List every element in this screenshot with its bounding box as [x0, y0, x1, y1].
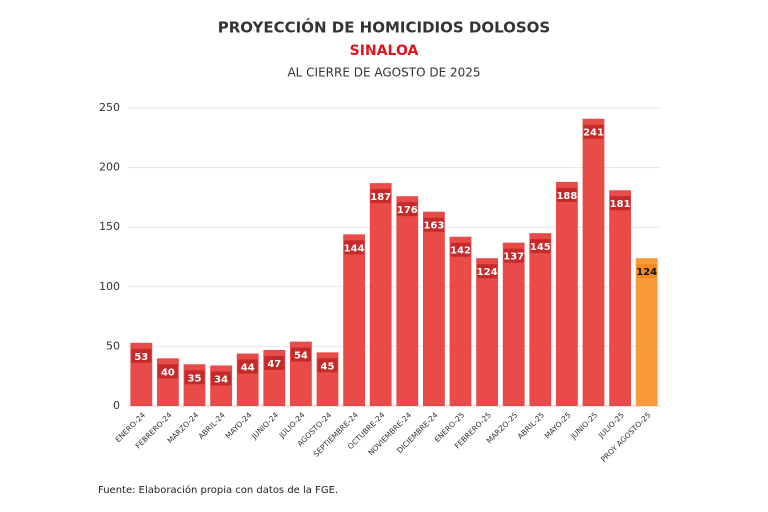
value-label: 163: [423, 221, 444, 232]
value-label: 144: [344, 243, 365, 254]
value-label-bg: [530, 239, 551, 254]
x-tick-label: MAYO-25: [543, 410, 573, 440]
value-label: 53: [134, 352, 148, 363]
bar: [529, 233, 552, 406]
value-label-bg: [450, 242, 471, 257]
value-label-bg: [583, 124, 604, 139]
bar: [582, 118, 605, 406]
y-tick-label: 0: [113, 399, 120, 412]
value-label-bg: [344, 240, 365, 255]
chart-subtitle: SINALOA: [350, 43, 419, 59]
x-tick-label: MAYO-24: [223, 410, 253, 440]
value-label-bg: [503, 248, 524, 263]
value-label-bg: [237, 359, 258, 374]
value-label: 47: [267, 359, 281, 370]
value-label-bg: [157, 364, 178, 379]
value-label-bg: [184, 370, 205, 385]
x-tick-label: ABRIL-25: [516, 410, 547, 441]
value-label: 34: [214, 374, 228, 385]
value-label-bg: [370, 189, 391, 204]
value-label: 176: [397, 205, 418, 216]
x-tick-label: PROY AGOSTO-25: [599, 410, 653, 464]
bar: [476, 258, 499, 406]
value-label-bg: [264, 355, 285, 370]
value-label: 145: [530, 242, 551, 253]
chart-subtitle: AL CIERRE DE AGOSTO DE 2025: [287, 66, 480, 80]
value-label: 124: [636, 267, 657, 278]
value-label-bg: [317, 358, 338, 373]
value-label: 137: [503, 252, 524, 263]
y-tick-label: 150: [99, 220, 120, 233]
value-label-bg: [397, 202, 418, 217]
value-label-bg: [131, 348, 152, 363]
bar: [502, 242, 525, 406]
value-label-bg: [211, 371, 232, 386]
bar: [555, 181, 578, 406]
bar: [396, 196, 419, 406]
x-tick-label: JUNIO-24: [249, 410, 280, 441]
bar: [635, 258, 658, 406]
value-label: 40: [161, 367, 175, 378]
bar: [449, 236, 472, 406]
value-label: 35: [188, 373, 202, 384]
value-label: 187: [370, 192, 391, 203]
bar: [369, 183, 392, 406]
value-label-bg: [423, 217, 444, 232]
y-tick-label: 200: [99, 161, 120, 174]
value-label-bg: [610, 196, 631, 211]
value-label: 142: [450, 246, 471, 257]
bar: [609, 190, 632, 406]
value-label: 181: [610, 199, 631, 210]
value-label-bg: [290, 347, 311, 362]
value-label: 54: [294, 351, 308, 362]
y-tick-label: 50: [106, 339, 120, 352]
value-label: 44: [241, 363, 255, 374]
bar: [422, 211, 445, 406]
chart-title: PROYECCIÓN DE HOMICIDIOS DOLOSOS: [218, 18, 550, 37]
y-tick-label: 250: [99, 101, 120, 114]
value-label-bg: [477, 264, 498, 279]
value-label: 241: [583, 128, 604, 139]
source-note: Fuente: Elaboración propia con datos de …: [98, 484, 338, 496]
x-tick-label: ABRIL-24: [197, 410, 228, 441]
value-label: 188: [556, 191, 577, 202]
value-label-bg: [556, 187, 577, 202]
value-label: 124: [477, 267, 498, 278]
y-tick-label: 100: [99, 280, 120, 293]
value-label: 45: [321, 361, 335, 372]
value-label-bg: [636, 264, 657, 279]
x-tick-label: JUNIO-25: [568, 410, 599, 441]
bar: [343, 234, 366, 406]
